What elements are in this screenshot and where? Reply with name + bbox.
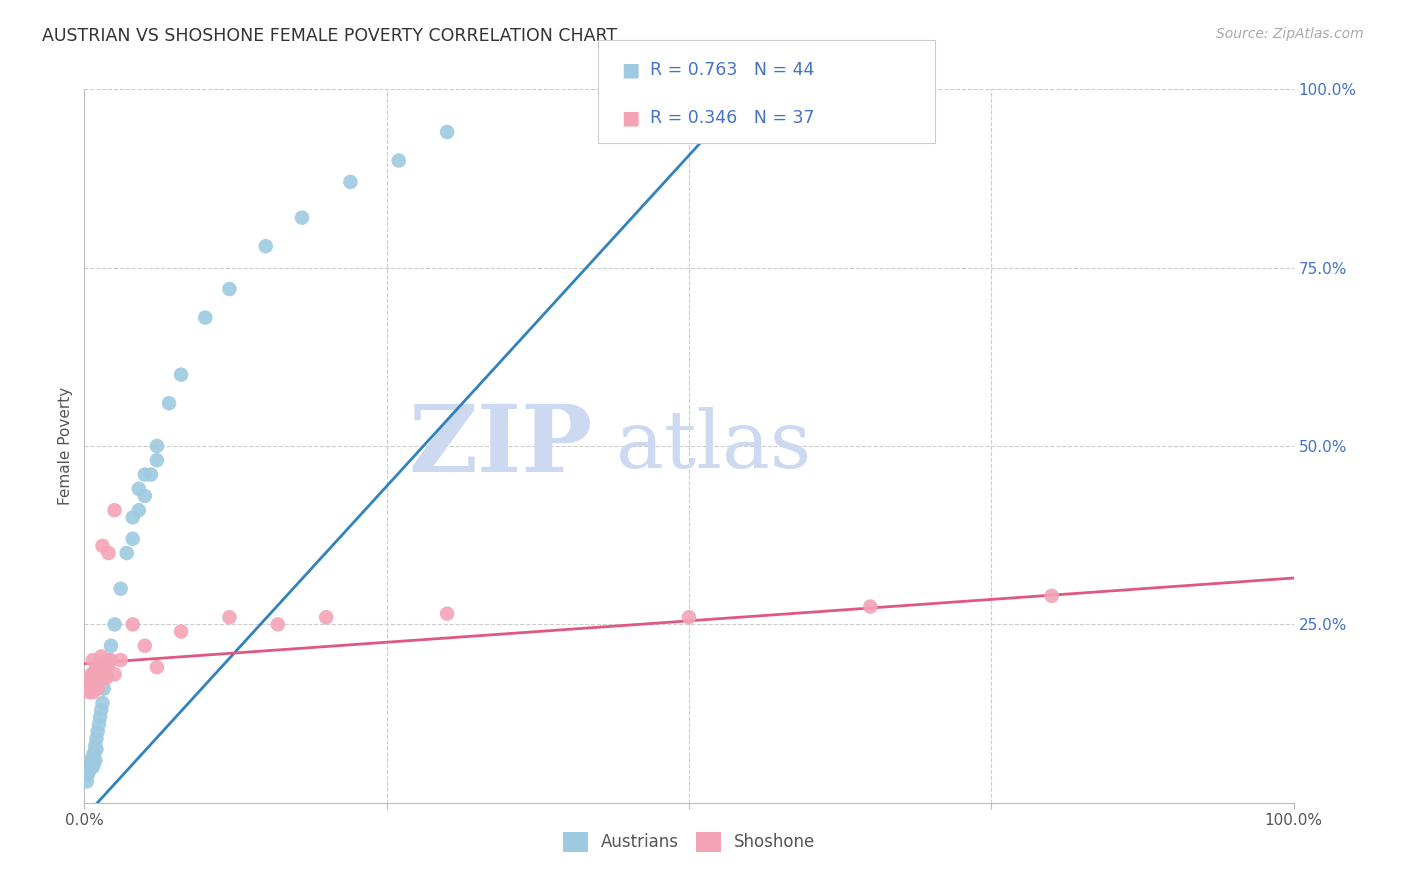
Point <box>82 685 104 699</box>
Point <box>146 439 169 453</box>
Point <box>82 653 104 667</box>
Point <box>94 667 117 681</box>
Point <box>128 503 150 517</box>
Point <box>86 731 108 746</box>
Point <box>291 211 314 225</box>
Point <box>84 739 107 753</box>
Point <box>94 671 117 685</box>
Point <box>83 746 105 760</box>
Point <box>146 660 169 674</box>
Point <box>97 657 120 671</box>
Point <box>139 467 162 482</box>
Point <box>436 607 458 621</box>
Point <box>134 489 156 503</box>
Point <box>86 681 108 696</box>
Point <box>86 671 108 685</box>
Point <box>87 717 110 731</box>
Point <box>121 510 143 524</box>
Point <box>86 724 108 739</box>
Point <box>77 764 100 778</box>
Text: Source: ZipAtlas.com: Source: ZipAtlas.com <box>1216 27 1364 41</box>
Point <box>76 774 98 789</box>
Point <box>91 667 114 681</box>
Y-axis label: Female Poverty: Female Poverty <box>58 387 73 505</box>
Point <box>170 368 193 382</box>
Point <box>90 649 112 664</box>
Point <box>79 681 101 696</box>
Point <box>194 310 217 325</box>
Point <box>134 467 156 482</box>
Point <box>91 539 114 553</box>
Point <box>1040 589 1063 603</box>
Point <box>84 753 107 767</box>
Point <box>104 617 127 632</box>
Point <box>121 532 143 546</box>
Point <box>83 678 105 692</box>
Text: AUSTRIAN VS SHOSHONE FEMALE POVERTY CORRELATION CHART: AUSTRIAN VS SHOSHONE FEMALE POVERTY CORR… <box>42 27 617 45</box>
Point <box>436 125 458 139</box>
Point <box>77 685 100 699</box>
Text: ■: ■ <box>621 108 640 128</box>
Point <box>84 664 107 678</box>
Text: ■: ■ <box>621 61 640 79</box>
Point <box>82 760 104 774</box>
Point <box>267 617 290 632</box>
Point <box>115 546 138 560</box>
Point <box>339 175 361 189</box>
Point <box>86 742 108 756</box>
Point <box>100 653 122 667</box>
Point <box>80 667 103 681</box>
Point <box>80 756 103 771</box>
Point <box>97 546 120 560</box>
Text: R = 0.346   N = 37: R = 0.346 N = 37 <box>650 109 814 127</box>
Point <box>315 610 337 624</box>
Text: ZIP: ZIP <box>408 401 592 491</box>
Point <box>170 624 193 639</box>
Point <box>87 657 110 671</box>
Point <box>121 617 143 632</box>
Point <box>218 282 240 296</box>
Point <box>82 749 104 764</box>
Point <box>93 660 115 674</box>
Point <box>77 767 100 781</box>
Point <box>254 239 277 253</box>
Point <box>80 753 103 767</box>
Text: R = 0.763   N = 44: R = 0.763 N = 44 <box>650 61 814 78</box>
Point <box>146 453 169 467</box>
Point <box>76 674 98 689</box>
Point <box>218 610 240 624</box>
Point <box>97 653 120 667</box>
Point <box>93 681 115 696</box>
Point <box>678 610 700 624</box>
Point <box>134 639 156 653</box>
Point <box>388 153 411 168</box>
Legend: Austrians, Shoshone: Austrians, Shoshone <box>555 825 823 859</box>
Point <box>89 671 111 685</box>
Point <box>79 760 101 774</box>
Point <box>104 667 127 681</box>
Text: atlas: atlas <box>616 407 811 485</box>
Point <box>859 599 882 614</box>
Point <box>90 703 112 717</box>
Point <box>128 482 150 496</box>
Point <box>110 653 132 667</box>
Point <box>83 674 105 689</box>
Point <box>89 710 111 724</box>
Point <box>100 639 122 653</box>
Point <box>104 503 127 517</box>
Point <box>79 671 101 685</box>
Point <box>110 582 132 596</box>
Point <box>91 696 114 710</box>
Point <box>77 678 100 692</box>
Point <box>157 396 180 410</box>
Point <box>83 756 105 771</box>
